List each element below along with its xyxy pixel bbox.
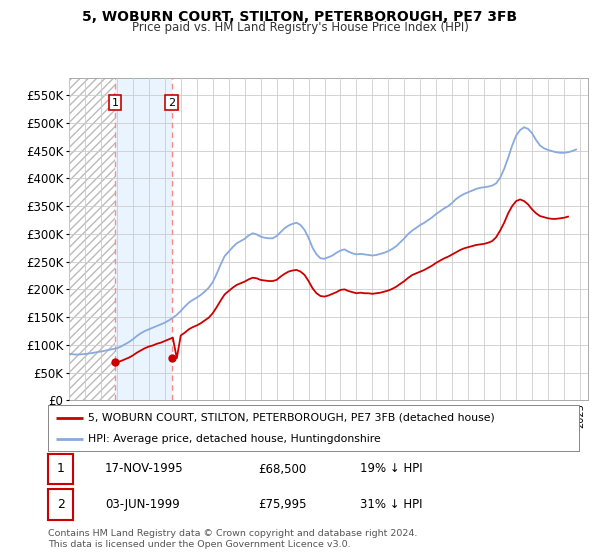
Text: 1: 1 [112,97,118,108]
Text: Price paid vs. HM Land Registry's House Price Index (HPI): Price paid vs. HM Land Registry's House … [131,21,469,34]
Text: 17-NOV-1995: 17-NOV-1995 [105,463,184,475]
Text: Contains HM Land Registry data © Crown copyright and database right 2024.
This d: Contains HM Land Registry data © Crown c… [48,529,418,549]
Text: 2: 2 [56,498,65,511]
Text: HPI: Average price, detached house, Huntingdonshire: HPI: Average price, detached house, Hunt… [88,435,380,444]
Text: 5, WOBURN COURT, STILTON, PETERBOROUGH, PE7 3FB: 5, WOBURN COURT, STILTON, PETERBOROUGH, … [82,10,518,24]
Text: 03-JUN-1999: 03-JUN-1999 [105,498,180,511]
Text: 1: 1 [56,463,65,475]
Bar [69,78,115,400]
Text: £68,500: £68,500 [258,463,306,475]
Text: 31% ↓ HPI: 31% ↓ HPI [360,498,422,511]
Bar [115,78,172,400]
Text: 5, WOBURN COURT, STILTON, PETERBOROUGH, PE7 3FB (detached house): 5, WOBURN COURT, STILTON, PETERBOROUGH, … [88,413,494,423]
Text: 19% ↓ HPI: 19% ↓ HPI [360,463,422,475]
Text: 2: 2 [168,97,175,108]
Text: £75,995: £75,995 [258,498,307,511]
